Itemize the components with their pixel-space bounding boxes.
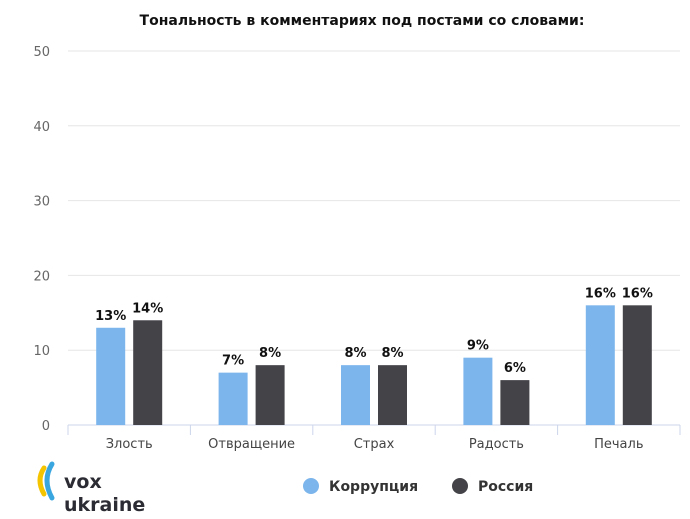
legend-marker: [303, 478, 319, 494]
y-axis: 0 10 20 30 40 50: [33, 45, 50, 434]
logo-text-vox: vox: [64, 471, 102, 493]
y-tick-label: 20: [33, 269, 50, 284]
data-label: 16%: [585, 286, 616, 301]
data-label: 16%: [622, 286, 653, 301]
legend-marker: [452, 478, 468, 494]
bar: [341, 365, 370, 425]
y-tick-label: 0: [42, 419, 50, 434]
bar: [218, 372, 248, 425]
data-label: 6%: [504, 361, 526, 376]
bar: [96, 327, 126, 425]
vox-ukraine-logo: vox ukraine: [37, 461, 145, 516]
logo-yellow-arc-icon: [37, 465, 47, 497]
x-tick-label: Отвращение: [208, 437, 295, 452]
data-label: 14%: [132, 301, 163, 316]
logo-text-ukraine: ukraine: [64, 494, 145, 516]
legend: Коррупция Россия: [303, 478, 533, 495]
legend-label: Коррупция: [329, 479, 418, 495]
legend-label: Россия: [478, 479, 533, 495]
bar: [463, 357, 493, 425]
bar: [622, 305, 652, 425]
y-tick-label: 40: [33, 120, 50, 135]
gridlines: [68, 50, 680, 351]
y-tick-label: 10: [33, 344, 50, 359]
x-tick-label: Страх: [354, 437, 395, 452]
data-label: 13%: [95, 309, 126, 324]
bar: [585, 305, 615, 425]
data-labels: 13% 7% 8% 9% 16% 14% 8% 8% 6% 16%: [95, 286, 653, 376]
data-label: 8%: [381, 346, 403, 361]
data-label: 9%: [467, 339, 489, 354]
x-tick-label: Печаль: [594, 437, 643, 452]
data-label: 7%: [222, 354, 244, 369]
y-tick-label: 50: [33, 45, 50, 60]
y-tick-label: 30: [33, 195, 50, 210]
bar: [378, 365, 407, 425]
chart-title: Тональность в комментариях под постами с…: [140, 13, 585, 29]
x-axis: Злость Отвращение Страх Радость Печаль: [67, 424, 681, 452]
bar: [255, 365, 285, 425]
bar: [133, 320, 163, 425]
x-tick-label: Радость: [469, 437, 524, 452]
data-label: 8%: [259, 346, 281, 361]
bar: [500, 380, 530, 425]
x-tick-label: Злость: [106, 437, 153, 452]
data-label: 8%: [344, 346, 366, 361]
bars: [96, 305, 652, 425]
logo-blue-arc-icon: [44, 461, 55, 501]
